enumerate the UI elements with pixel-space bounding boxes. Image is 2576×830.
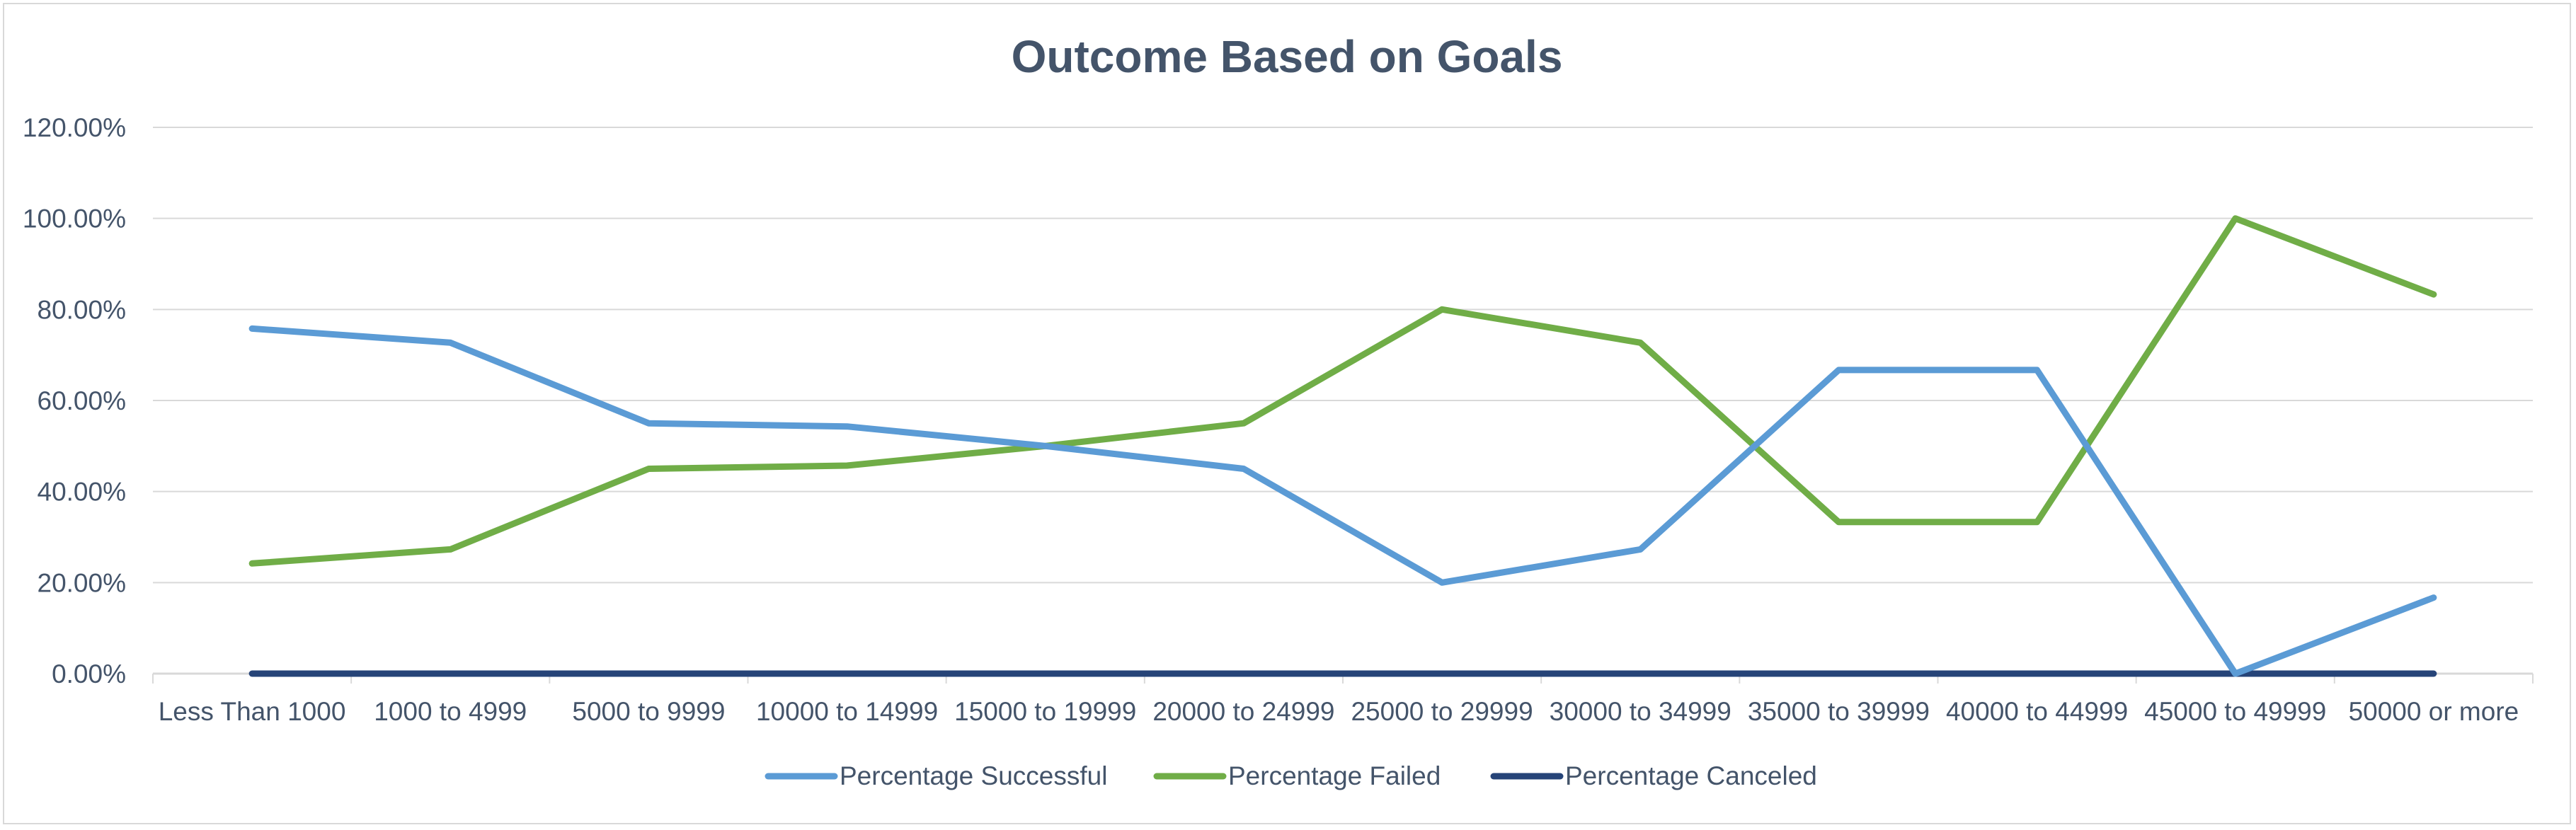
y-tick-label: 80.00% <box>38 295 127 324</box>
x-tick-label: 40000 to 44999 <box>1946 697 2128 726</box>
legend-label: Percentage Failed <box>1228 761 1441 790</box>
legend: Percentage Successful Percentage Failed Pe… <box>765 761 1817 790</box>
y-axis-ticks: 0.00% 20.00% 40.00% 60.00% 80.00% 100.00% 120.… <box>23 113 126 688</box>
y-tick-label: 60.00% <box>38 386 127 415</box>
series-lines <box>248 215 2437 677</box>
legend-item: Percentage Canceled <box>1490 761 1817 790</box>
x-tick-label: 10000 to 14999 <box>756 697 938 726</box>
x-axis: Less Than 1000 1000 to 4999 5000 to 9999 10… <box>152 672 2534 726</box>
y-tick-label: 120.00% <box>23 113 126 142</box>
gridlines <box>153 127 2533 584</box>
series-line-percentage-successful <box>248 325 2437 677</box>
series-line-percentage-failed <box>248 215 2437 567</box>
x-tick-label: 50000 or more <box>2349 697 2519 726</box>
x-tick-label: 1000 to 4999 <box>374 697 527 726</box>
x-tick-label: 45000 to 49999 <box>2144 697 2326 726</box>
x-tick-label: 35000 to 39999 <box>1748 697 1930 726</box>
legend-label: Percentage Successful <box>840 761 1107 790</box>
y-tick-label: 40.00% <box>38 478 127 507</box>
x-tick-label: 5000 to 9999 <box>572 697 725 726</box>
x-tick-label: 25000 to 29999 <box>1351 697 1533 726</box>
y-tick-label: 100.00% <box>23 204 126 234</box>
y-tick-label: 0.00% <box>52 659 126 688</box>
legend-label: Percentage Canceled <box>1565 761 1817 790</box>
x-tick-label: 15000 to 19999 <box>954 697 1136 726</box>
x-tick-label: 20000 to 24999 <box>1152 697 1334 726</box>
legend-item: Percentage Failed <box>1153 761 1441 790</box>
legend-item: Percentage Successful <box>765 761 1107 790</box>
x-tick-label: 30000 to 34999 <box>1550 697 1731 726</box>
x-tick-label: Less Than 1000 <box>159 697 346 726</box>
chart-frame <box>3 3 2571 824</box>
chart-title: Outcome Based on Goals <box>1012 31 1563 82</box>
y-tick-label: 20.00% <box>38 568 127 597</box>
